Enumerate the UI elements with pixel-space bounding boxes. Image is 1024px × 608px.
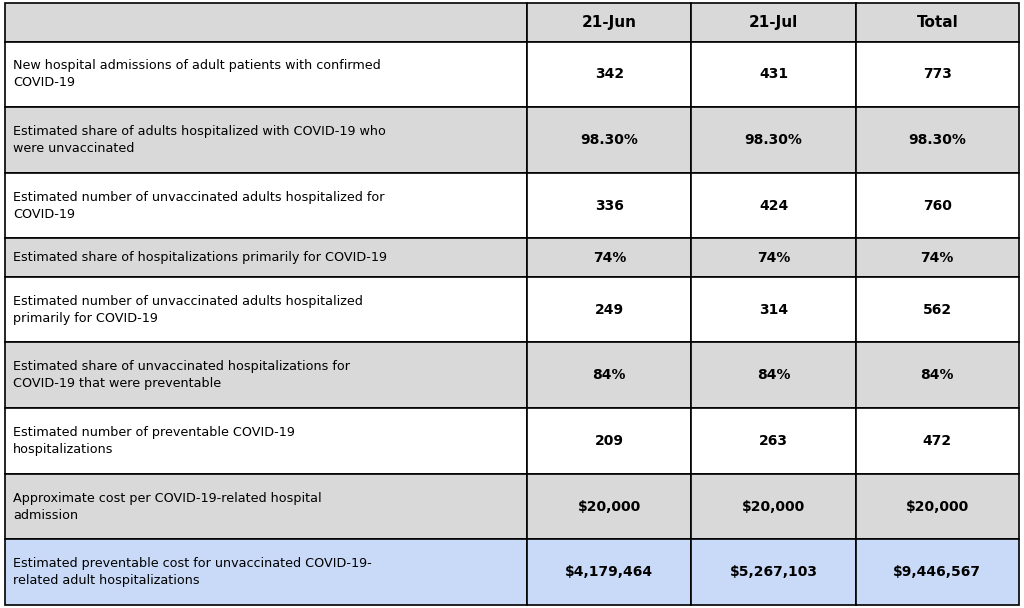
Text: 84%: 84% [921,368,954,382]
Bar [5,107,527,173]
Bar [856,539,1019,605]
Text: Estimated number of unvaccinated adults hospitalized for
COVID-19: Estimated number of unvaccinated adults … [13,190,385,221]
Text: 74%: 74% [593,250,626,264]
Text: 472: 472 [923,434,952,448]
Bar [856,277,1019,342]
Bar [527,41,691,107]
Bar [691,238,856,277]
Text: 424: 424 [759,199,788,213]
Text: 98.30%: 98.30% [744,133,803,147]
Bar [5,277,527,342]
Bar [856,408,1019,474]
Bar [527,474,691,539]
Bar [527,408,691,474]
Bar [527,277,691,342]
Text: New hospital admissions of adult patients with confirmed
COVID-19: New hospital admissions of adult patient… [13,60,381,89]
Bar [856,3,1019,41]
Text: $4,179,464: $4,179,464 [565,565,653,579]
Bar [856,173,1019,238]
Bar [527,3,691,41]
Bar [5,3,527,41]
Bar [527,342,691,408]
Bar [5,342,527,408]
Bar [691,408,856,474]
Text: 74%: 74% [921,250,954,264]
Text: $9,446,567: $9,446,567 [893,565,981,579]
Bar [5,238,527,277]
Text: Approximate cost per COVID-19-related hospital
admission: Approximate cost per COVID-19-related ho… [13,491,322,522]
Text: 342: 342 [595,67,624,81]
Text: Estimated preventable cost for unvaccinated COVID-19-
related adult hospitalizat: Estimated preventable cost for unvaccina… [13,557,372,587]
Text: 84%: 84% [757,368,791,382]
Bar [691,342,856,408]
Text: 336: 336 [595,199,624,213]
Bar [856,41,1019,107]
Bar [691,173,856,238]
Bar [527,173,691,238]
Text: 21-Jun: 21-Jun [582,15,637,30]
Bar [856,107,1019,173]
Bar [527,539,691,605]
Text: 21-Jul: 21-Jul [749,15,798,30]
Text: 74%: 74% [757,250,791,264]
Bar [856,474,1019,539]
Text: Estimated number of preventable COVID-19
hospitalizations: Estimated number of preventable COVID-19… [13,426,295,456]
Text: 760: 760 [923,199,951,213]
Text: $20,000: $20,000 [905,500,969,514]
Text: 431: 431 [759,67,788,81]
Text: 209: 209 [595,434,624,448]
Text: $20,000: $20,000 [742,500,805,514]
Bar [691,41,856,107]
Text: Total: Total [916,15,958,30]
Bar [5,41,527,107]
Bar [5,474,527,539]
Bar [527,238,691,277]
Text: Estimated share of unvaccinated hospitalizations for
COVID-19 that were preventa: Estimated share of unvaccinated hospital… [13,361,350,390]
Text: 98.30%: 98.30% [581,133,638,147]
Text: 98.30%: 98.30% [908,133,967,147]
Text: 562: 562 [923,303,952,317]
Text: 84%: 84% [593,368,626,382]
Bar [5,539,527,605]
Text: Estimated share of adults hospitalized with COVID-19 who
were unvaccinated: Estimated share of adults hospitalized w… [13,125,386,155]
Bar [5,408,527,474]
Bar [691,277,856,342]
Bar [691,539,856,605]
Text: $20,000: $20,000 [578,500,641,514]
Text: 773: 773 [923,67,951,81]
Text: Estimated number of unvaccinated adults hospitalized
primarily for COVID-19: Estimated number of unvaccinated adults … [13,295,364,325]
Bar [691,107,856,173]
Text: 263: 263 [759,434,788,448]
Text: 249: 249 [595,303,624,317]
Text: $5,267,103: $5,267,103 [729,565,817,579]
Bar [856,342,1019,408]
Bar [856,238,1019,277]
Bar [691,474,856,539]
Text: 314: 314 [759,303,788,317]
Bar [691,3,856,41]
Bar [5,173,527,238]
Bar [527,107,691,173]
Text: Estimated share of hospitalizations primarily for COVID-19: Estimated share of hospitalizations prim… [13,251,387,264]
